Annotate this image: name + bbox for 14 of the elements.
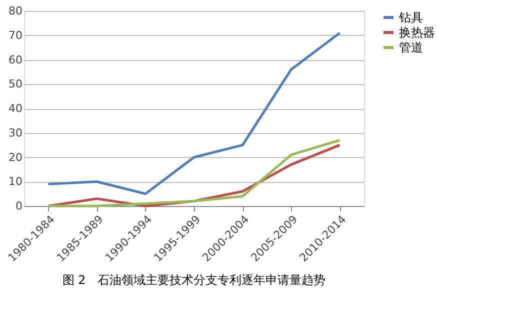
y-tick-label: 70 bbox=[8, 28, 22, 42]
legend-label: 换热器 bbox=[399, 26, 435, 40]
legend-label: 钻具 bbox=[398, 10, 423, 24]
y-tick-label: 30 bbox=[8, 126, 22, 140]
y-tick-label: 40 bbox=[8, 102, 22, 115]
text: 图 2 石油领域主要技术分支专利逐年申请量趋势 bbox=[62, 273, 326, 288]
legend-label: 管道 bbox=[399, 40, 423, 54]
y-tick-label: 50 bbox=[8, 78, 22, 91]
y-tick-label: 10 bbox=[8, 175, 22, 188]
line-series bbox=[47, 32, 341, 196]
y-tick-label: 20 bbox=[8, 150, 22, 164]
y-tick-label: 80 bbox=[8, 4, 22, 18]
y-tick-label: 60 bbox=[8, 53, 22, 66]
y-tick-label: 0 bbox=[16, 200, 22, 212]
